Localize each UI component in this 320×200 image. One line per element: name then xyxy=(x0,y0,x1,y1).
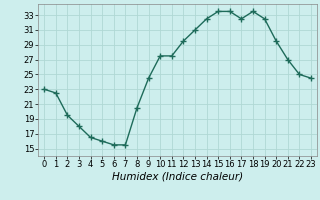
X-axis label: Humidex (Indice chaleur): Humidex (Indice chaleur) xyxy=(112,172,243,182)
